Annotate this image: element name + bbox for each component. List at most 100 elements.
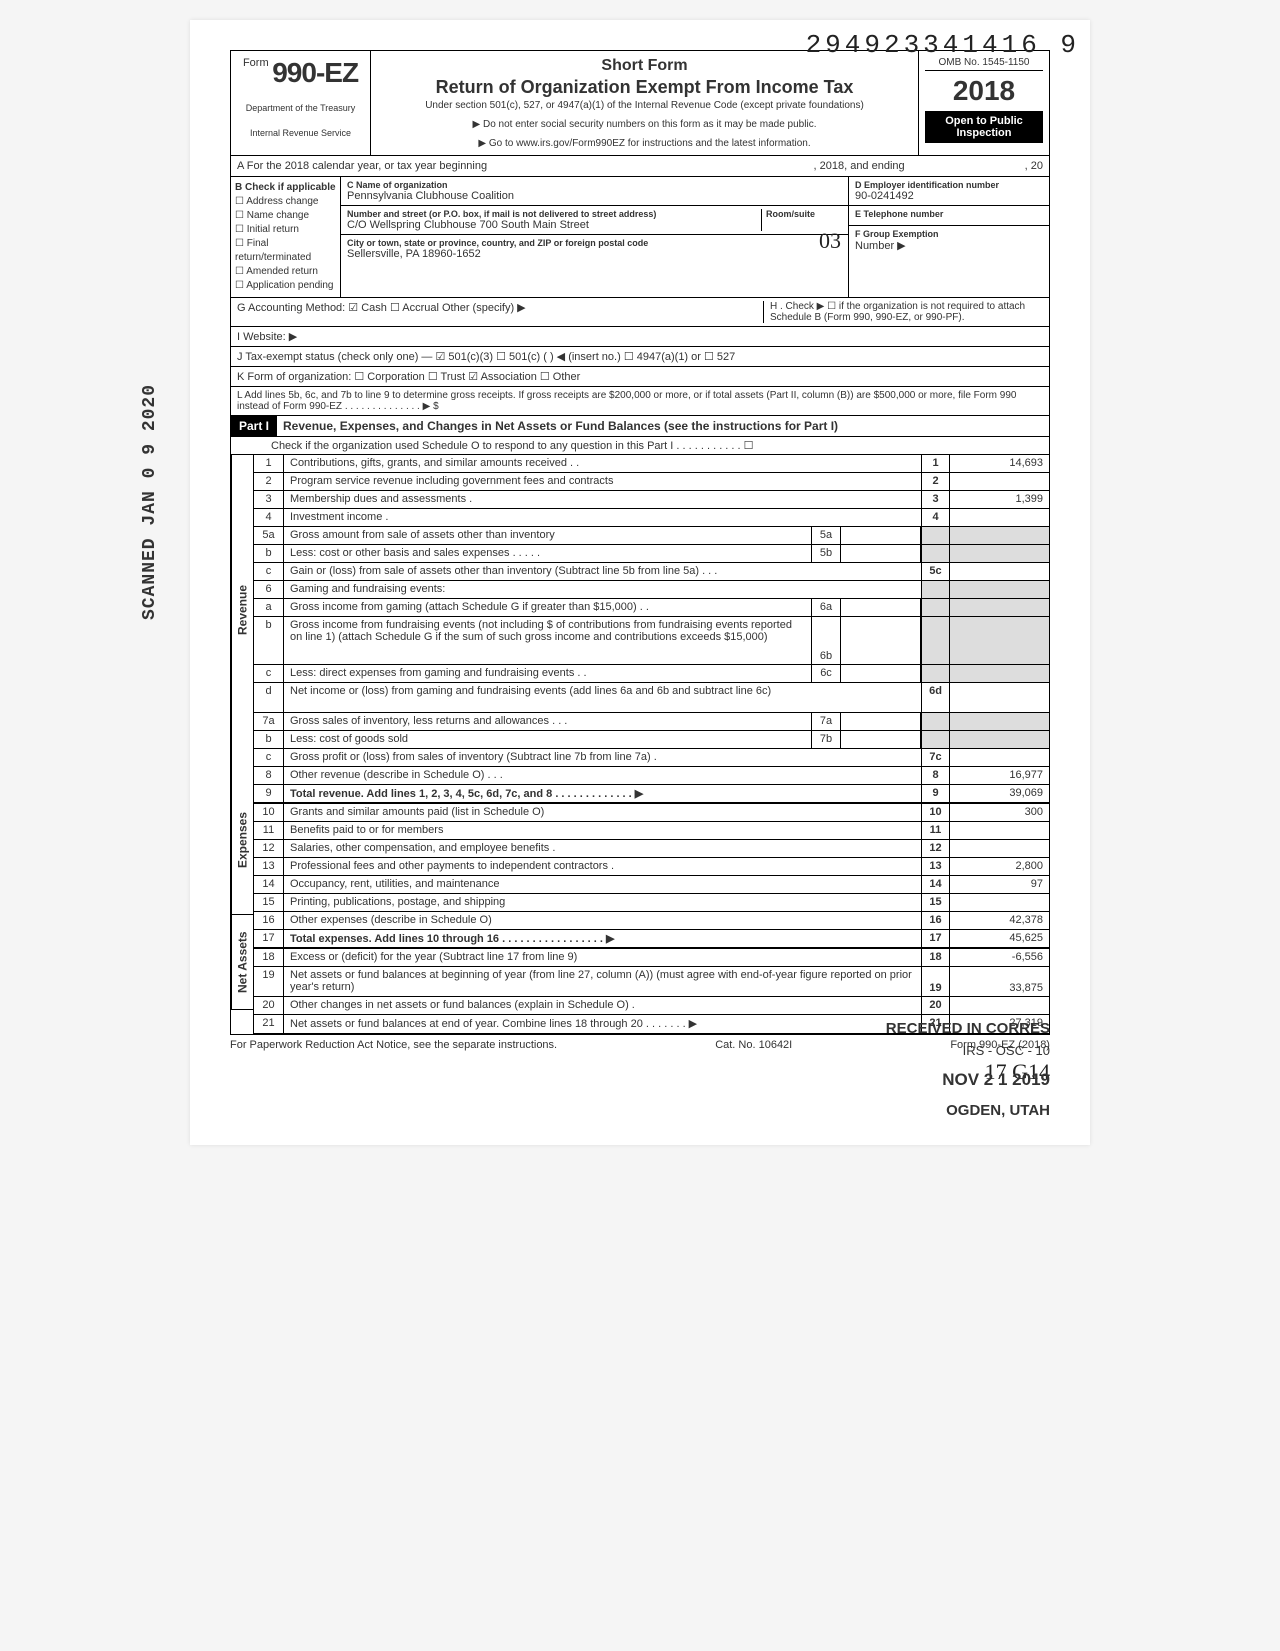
line-13-amt: 2,800 [949,858,1049,875]
line-14-no: 14 [254,876,284,893]
line-14-desc: Occupancy, rent, utilities, and maintena… [284,876,921,893]
line-5a-sub: 5a [811,527,841,544]
line-6c-amtshade [949,665,1049,682]
line-18-amt: -6,556 [949,949,1049,966]
row-1: 1 Contributions, gifts, grants, and simi… [254,455,1049,473]
line-14-box: 14 [921,876,949,893]
col-c: C Name of organization Pennsylvania Club… [341,177,849,297]
line-15-box: 15 [921,894,949,911]
header-left-panel: Form 990-EZ Department of the Treasury I… [231,51,371,155]
line-6-amtshade [949,581,1049,598]
chk-application-pending[interactable]: Application pending [235,279,336,293]
received-stamps: RECEIVED IN CORRES IRS - OSC - 10 NOV 2 … [886,1014,1050,1125]
cell-c-name: C Name of organization Pennsylvania Club… [341,177,848,206]
line-5b-subamt [841,545,921,562]
line-2-desc: Program service revenue including govern… [284,473,921,490]
line-5b-no: b [254,545,284,562]
form-under: Under section 501(c), 527, or 4947(a)(1)… [381,100,908,111]
line-h: H . Check ▶ ☐ if the organization is not… [763,301,1043,323]
line-6b-subamt [841,617,921,664]
form-page: 294923341416 9 SCANNED JAN 0 9 2020 Form… [190,20,1090,1145]
line-15-no: 15 [254,894,284,911]
row-7b: b Less: cost of goods sold 7b [254,731,1049,749]
line-7a-boxshade [921,713,949,730]
line-6c-desc: Less: direct expenses from gaming and fu… [284,665,811,682]
cell-c-addr: Number and street (or P.O. box, if mail … [341,206,848,235]
row-6d: d Net income or (loss) from gaming and f… [254,683,1049,713]
chk-final-return[interactable]: Final return/terminated [235,237,336,265]
chk-name-change[interactable]: Name change [235,209,336,223]
stamp-date: NOV 2 1 2019 [886,1070,1050,1090]
line-6b-no: b [254,617,284,664]
line-7c-amt [949,749,1049,766]
row-17: 17 Total expenses. Add lines 10 through … [254,930,1049,949]
stamp-received: RECEIVED IN CORRES [886,1020,1050,1037]
line-20-box: 20 [921,997,949,1014]
row-20: 20 Other changes in net assets or fund b… [254,997,1049,1015]
line-6-no: 6 [254,581,284,598]
section-b: B Check if applicable Address change Nam… [230,177,1050,298]
line-k: K Form of organization: ☐ Corporation ☐ … [231,367,1049,387]
form-number: 990-EZ [272,57,358,88]
line-3-amt: 1,399 [949,491,1049,508]
line-1-amt: 14,693 [949,455,1049,472]
row-18: 18 Excess or (deficit) for the year (Sub… [254,949,1049,967]
line-1-no: 1 [254,455,284,472]
line-7a-no: 7a [254,713,284,730]
part1-title: Revenue, Expenses, and Changes in Net As… [277,416,1049,436]
scanned-stamp: SCANNED JAN 0 9 2020 [140,384,160,620]
line-8-amt: 16,977 [949,767,1049,784]
stamp-ogden: OGDEN, UTAH [886,1102,1050,1119]
row-10: 10 Grants and similar amounts paid (list… [254,804,1049,822]
c-name: Pennsylvania Clubhouse Coalition [347,190,514,202]
row-6a: a Gross income from gaming (attach Sched… [254,599,1049,617]
header-mid-panel: Short Form Return of Organization Exempt… [371,51,919,155]
line-9-no: 9 [254,785,284,802]
line-16-desc: Other expenses (describe in Schedule O) [284,912,921,929]
line-19-desc: Net assets or fund balances at beginning… [284,967,921,996]
col-b-checkboxes: B Check if applicable Address change Nam… [231,177,341,297]
line-2-no: 2 [254,473,284,490]
row-9: 9 Total revenue. Add lines 1, 2, 3, 4, 5… [254,785,1049,804]
open-to-public: Open to Public Inspection [925,111,1043,143]
line-2-box: 2 [921,473,949,490]
line-5a-no: 5a [254,527,284,544]
line-20-desc: Other changes in net assets or fund bala… [284,997,921,1014]
row-6c: c Less: direct expenses from gaming and … [254,665,1049,683]
line-6d-no: d [254,683,284,712]
line-16-amt: 42,378 [949,912,1049,929]
chk-address-change[interactable]: Address change [235,195,336,209]
line-5b-desc: Less: cost or other basis and sales expe… [284,545,811,562]
line-11-no: 11 [254,822,284,839]
line-11-desc: Benefits paid to or for members [284,822,921,839]
footer-mid: Cat. No. 10642I [715,1039,792,1051]
part1-grid: 1 Contributions, gifts, grants, and simi… [253,455,1050,1034]
c-city: Sellersville, PA 18960-1652 [347,248,481,260]
line-7b-desc: Less: cost of goods sold [284,731,811,748]
form-subtitle: Return of Organization Exempt From Incom… [381,77,908,98]
line-6b-amtshade [949,617,1049,664]
b-label: B Check if applicable [235,181,336,195]
line-5a-subamt [841,527,921,544]
line-5a-boxshade [921,527,949,544]
line-5b-amtshade [949,545,1049,562]
part1-header-row: Part I Revenue, Expenses, and Changes in… [230,416,1050,437]
line-17-box: 17 [921,930,949,947]
line-5c-desc: Gain or (loss) from sale of assets other… [284,563,921,580]
side-netassets: Net Assets [231,915,253,1010]
row-15: 15 Printing, publications, postage, and … [254,894,1049,912]
line-5c-amt [949,563,1049,580]
part1-check: Check if the organization used Schedule … [230,437,1050,454]
line-16-box: 16 [921,912,949,929]
chk-amended-return[interactable]: Amended return [235,265,336,279]
line-5b-boxshade [921,545,949,562]
line-5c-no: c [254,563,284,580]
chk-initial-return[interactable]: Initial return [235,223,336,237]
line-7b-sub: 7b [811,731,841,748]
form-note-1: ▶ Do not enter social security numbers o… [381,119,908,130]
line-6c-no: c [254,665,284,682]
section-ghijkl: G Accounting Method: ☑ Cash ☐ Accrual Ot… [230,298,1050,416]
line-1-desc: Contributions, gifts, grants, and simila… [284,455,921,472]
c-addr-label: Number and street (or P.O. box, if mail … [347,209,757,219]
row-5c: c Gain or (loss) from sale of assets oth… [254,563,1049,581]
